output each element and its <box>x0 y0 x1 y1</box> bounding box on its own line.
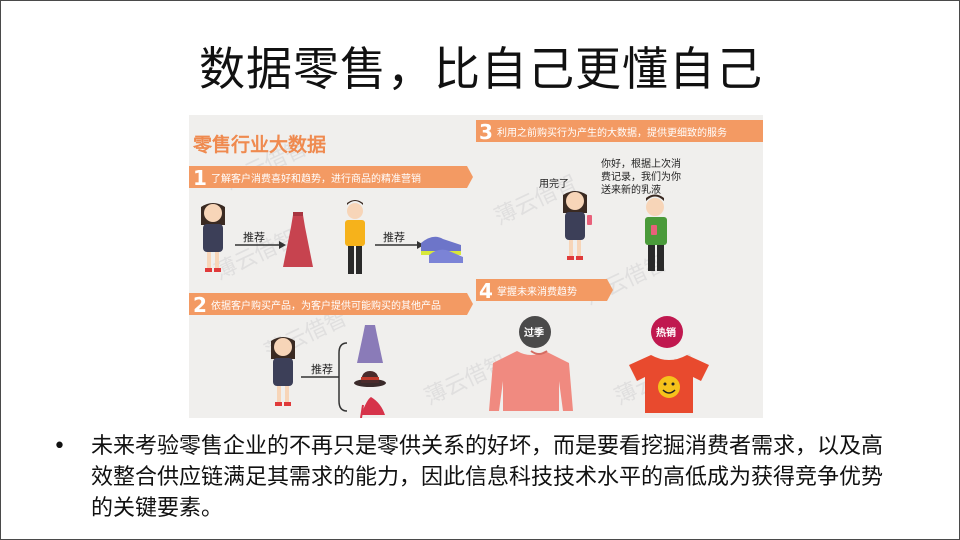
bullet-marker: • <box>53 434 66 459</box>
high-heel-icon <box>360 397 385 418</box>
section4-banner: 4 掌握未来消费趋势 <box>476 279 613 303</box>
recommend-arrow-label: 推荐 <box>243 230 265 244</box>
section4-label: 掌握未来消费趋势 <box>497 285 577 298</box>
recommend-arrow-label: 推荐 <box>383 230 405 244</box>
woman-figure <box>271 337 295 406</box>
section3-banner: 3 利用之前购买行为产生的大数据，提供更细致的服务 <box>476 120 763 144</box>
sneaker-icon <box>421 236 463 263</box>
section3-label: 利用之前购买行为产生的大数据，提供更细致的服务 <box>497 126 727 139</box>
woman-figure <box>563 191 592 260</box>
section4-number: 4 <box>479 279 493 303</box>
dress-icon <box>357 325 383 363</box>
section1-banner: 1 了解客户消费喜好和趋势，进行商品的精准营销 <box>189 166 473 190</box>
hot-selling-badge: 热销 <box>651 316 683 348</box>
section1-number: 1 <box>193 166 207 190</box>
man-figure <box>345 200 365 274</box>
woman-speech: 用完了 <box>539 177 569 190</box>
woman-figure <box>201 203 225 272</box>
hot-selling-badge-label: 热销 <box>656 326 676 339</box>
dress-icon <box>283 212 313 267</box>
retail-big-data-infographic: 薄云借智 薄云借智 薄云借智 薄云借智 薄云借智 薄云借智 薄云借智 零售行业大… <box>189 115 763 418</box>
slide-title: 数据零售，比自己更懂自己 <box>199 42 763 96</box>
off-season-badge: 过季 <box>519 316 551 348</box>
infographic-heading: 零售行业大数据 <box>192 133 326 156</box>
section1-label: 了解客户消费喜好和趋势，进行商品的精准营销 <box>211 172 421 185</box>
section2-number: 2 <box>193 293 207 317</box>
bullet-text: 未来考验零售企业的不再只是零供关系的好坏，而是要看挖掘消费者需求，以及高效整合供… <box>91 434 884 521</box>
section2-banner: 2 依据客户购买产品，为客户提供可能购买的其他产品 <box>189 293 473 317</box>
section2-label: 依据客户购买产品，为客户提供可能购买的其他产品 <box>211 299 441 312</box>
off-season-badge-label: 过季 <box>524 326 545 339</box>
hat-icon <box>354 371 386 387</box>
section3-number: 3 <box>479 120 493 144</box>
tshirt-icon <box>629 355 709 413</box>
man-speech-line2: 费记录，我们为你 <box>601 170 681 183</box>
sweater-icon <box>489 350 573 411</box>
recommend-arrow-label: 推荐 <box>311 362 333 376</box>
man-figure <box>645 194 667 271</box>
man-speech-line1: 你好，根据上次消 <box>601 157 681 170</box>
man-speech-line3: 送来新的乳液 <box>601 183 661 196</box>
